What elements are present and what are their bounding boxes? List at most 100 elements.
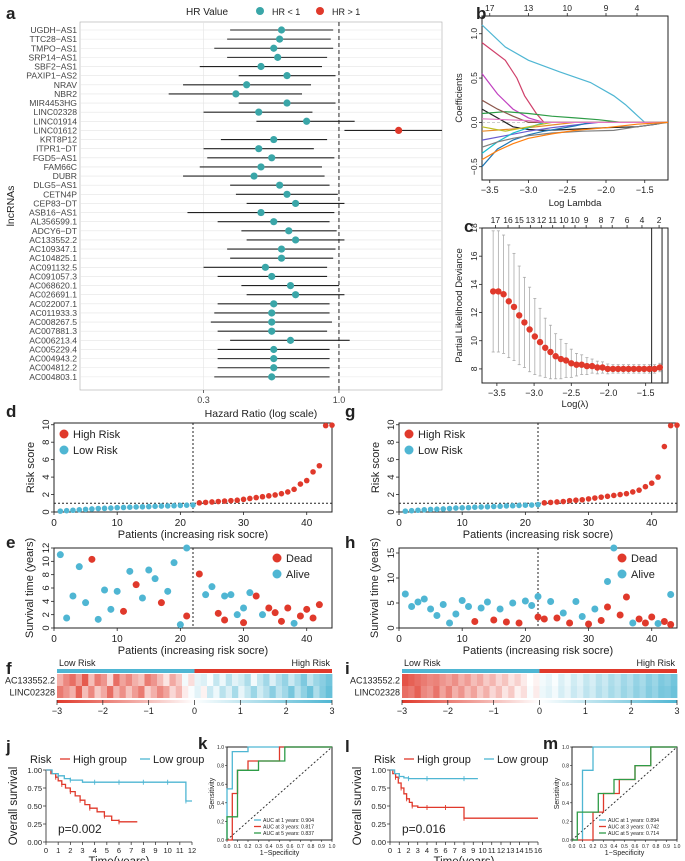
heat-cell bbox=[238, 674, 245, 686]
deviance-point bbox=[625, 365, 632, 373]
heat-cell bbox=[645, 686, 653, 698]
dead-point bbox=[265, 604, 273, 612]
heat-cell bbox=[502, 686, 509, 698]
y-axis-label: Overall survival bbox=[352, 767, 364, 846]
heat-cell bbox=[169, 674, 177, 686]
hr-point bbox=[274, 53, 282, 61]
high-risk-point bbox=[541, 500, 548, 506]
y-tick-label: 1.0 bbox=[217, 745, 224, 751]
panel-label-l: l bbox=[345, 737, 350, 756]
heat-cell bbox=[119, 674, 127, 686]
alive-point bbox=[654, 620, 662, 627]
deviance-point bbox=[604, 365, 611, 373]
high-risk-point bbox=[560, 498, 567, 505]
colorbar-label: −1 bbox=[489, 706, 499, 716]
x-tick-label: 0.8 bbox=[308, 844, 315, 850]
colorbar-label: 0 bbox=[537, 706, 542, 716]
x-tick-label: 0 bbox=[396, 518, 402, 529]
coef-path bbox=[481, 121, 668, 168]
heat-cell bbox=[489, 674, 497, 686]
heat-cell bbox=[508, 674, 515, 686]
high-risk-point bbox=[585, 496, 592, 502]
group-bar-low bbox=[57, 669, 195, 673]
hr-point bbox=[255, 108, 263, 116]
heat-cell bbox=[219, 686, 227, 698]
y-axis-label: Overall survival bbox=[8, 767, 20, 846]
x-tick-label: 4 bbox=[425, 846, 429, 855]
row-label: AC004812.2 bbox=[29, 363, 77, 373]
y-tick-label: 0.4 bbox=[217, 801, 224, 807]
heat-cell bbox=[608, 686, 615, 698]
dead-point bbox=[641, 619, 649, 627]
y-tick-label: 0.6 bbox=[217, 782, 224, 788]
row-label: KRT8P12 bbox=[40, 135, 77, 145]
low-risk-point bbox=[145, 503, 152, 510]
y-axis-label: Coefficients bbox=[454, 73, 465, 123]
high-risk-point bbox=[322, 422, 329, 429]
legend-marker bbox=[617, 553, 627, 563]
heat-row-label: LINC02328 bbox=[9, 688, 55, 698]
dead-point bbox=[252, 592, 260, 600]
hr-point bbox=[277, 245, 286, 253]
deviance-point bbox=[536, 338, 544, 346]
alive-point bbox=[465, 603, 472, 610]
heat-cell bbox=[282, 686, 289, 698]
y-tick-label: 0.2 bbox=[217, 819, 224, 825]
colorbar-label: −2 bbox=[98, 706, 108, 716]
low-risk-point bbox=[503, 503, 510, 509]
hr-point bbox=[232, 90, 240, 98]
heat-cell bbox=[232, 686, 239, 698]
row-label: LINC02328 bbox=[34, 107, 78, 117]
alive-point bbox=[408, 603, 416, 610]
hr-point bbox=[277, 26, 286, 34]
dead-point bbox=[616, 611, 624, 619]
high-risk-point bbox=[642, 483, 649, 490]
row-label: AC007881.3 bbox=[29, 326, 77, 336]
x-tick-label: 11 bbox=[488, 846, 496, 855]
low-risk-point bbox=[446, 505, 453, 512]
x-tick-label: 10 bbox=[457, 634, 469, 645]
deviance-point bbox=[646, 365, 653, 373]
heat-cell bbox=[219, 674, 227, 686]
x-tick-label: 2 bbox=[406, 846, 410, 855]
alive-point bbox=[578, 613, 586, 620]
low-risk-point bbox=[57, 508, 64, 514]
x-tick-label: 2 bbox=[68, 846, 72, 855]
x-tick-label: 9 bbox=[471, 846, 475, 855]
heat-cell bbox=[589, 674, 597, 686]
x-axis-label: Log(λ) bbox=[562, 399, 589, 410]
heat-cell bbox=[319, 686, 327, 698]
colorbar-label: 2 bbox=[284, 706, 289, 716]
row-label: NRAV bbox=[54, 80, 78, 90]
row-label: TMPO−AS1 bbox=[31, 43, 77, 53]
hr-point bbox=[291, 236, 300, 244]
high-risk-point bbox=[310, 469, 316, 475]
colorbar-label: 1 bbox=[583, 706, 588, 716]
high-risk-point bbox=[316, 462, 323, 469]
row-label: AC133552.2 bbox=[29, 235, 77, 245]
x-tick-label: 0 bbox=[44, 846, 48, 855]
x-tick-label: 0.1 bbox=[579, 844, 586, 850]
row-label: AC011933.3 bbox=[30, 308, 77, 318]
dead-point bbox=[622, 593, 630, 601]
heat-cell bbox=[664, 686, 672, 698]
heat-cell bbox=[545, 674, 553, 686]
x-tick-label: 1.0 bbox=[333, 395, 346, 405]
heat-cell bbox=[88, 686, 95, 698]
high-risk-point bbox=[234, 497, 241, 504]
x-tick-label: 0.8 bbox=[653, 844, 660, 850]
heat-cell bbox=[82, 674, 89, 686]
low-risk-point bbox=[459, 505, 465, 511]
high-risk-point bbox=[579, 496, 586, 503]
x-tick-label: 6 bbox=[117, 846, 121, 855]
deviance-point bbox=[547, 348, 554, 356]
x-tick-label: 0.7 bbox=[297, 844, 304, 850]
heat-cell bbox=[670, 686, 678, 698]
high-risk-point bbox=[209, 499, 215, 505]
heat-cell bbox=[495, 674, 503, 686]
km-curve bbox=[390, 769, 478, 780]
heat-cell bbox=[188, 686, 195, 698]
legend-title: HR Value bbox=[186, 7, 228, 18]
heat-cell bbox=[244, 674, 252, 686]
alive-point bbox=[151, 575, 159, 583]
